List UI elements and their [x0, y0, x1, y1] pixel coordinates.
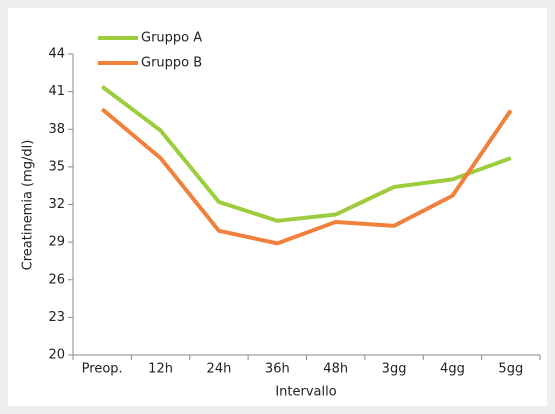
y-tick-label: 41	[48, 84, 65, 99]
y-axis-label: Creatinemia (mg/dl)	[21, 140, 36, 271]
x-tick-label: 36h	[265, 362, 290, 377]
legend-label: Gruppo B	[141, 56, 202, 71]
x-tick-label: 5gg	[498, 362, 523, 377]
x-tick-label: 24h	[207, 362, 232, 377]
x-tick-label: Preop.	[82, 362, 123, 377]
line-series	[100, 85, 512, 223]
legend-label: Gruppo A	[141, 31, 202, 46]
y-tick-label: 26	[48, 272, 65, 287]
y-tick-label: 35	[48, 159, 65, 174]
y-tick-label: 38	[48, 122, 65, 137]
y-tick-label: 32	[48, 197, 65, 212]
y-tick-label: 23	[48, 310, 65, 325]
chart-background	[8, 8, 547, 406]
x-axis-label: Intervallo	[275, 385, 336, 400]
y-tick-label: 44	[48, 47, 65, 62]
y-tick-label: 29	[48, 235, 65, 250]
x-tick-label: 12h	[148, 362, 173, 377]
y-tick-label: 20	[48, 348, 65, 363]
x-tick-label: 4gg	[440, 362, 465, 377]
x-tick-label: 48h	[323, 362, 348, 377]
x-tick-label: 3gg	[382, 362, 407, 377]
line-series	[100, 107, 513, 246]
